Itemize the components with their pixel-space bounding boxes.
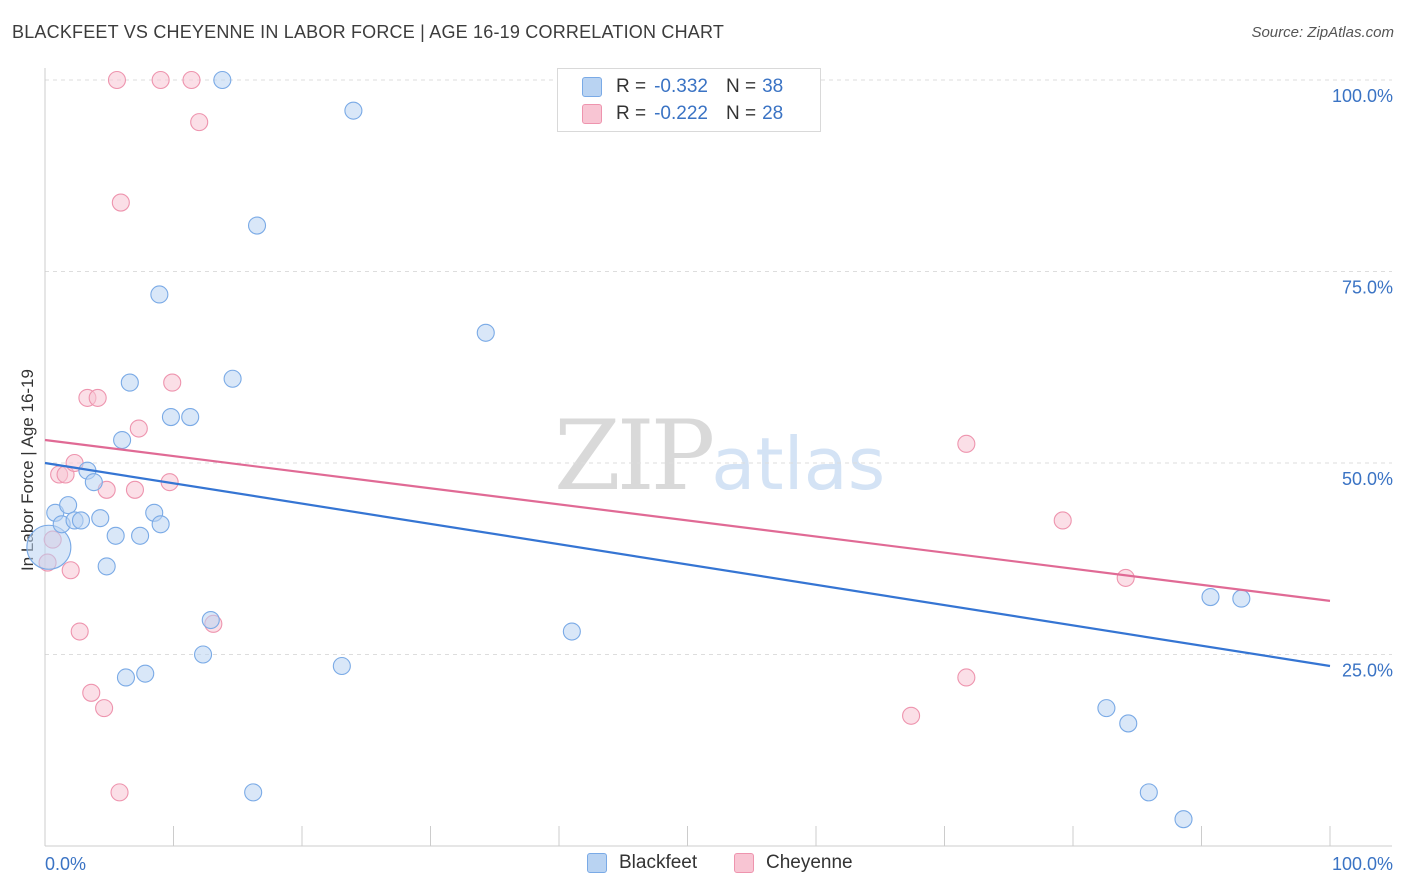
blackfeet-swatch xyxy=(582,77,602,97)
blackfeet-point xyxy=(136,664,155,683)
blackfeet-point xyxy=(91,509,110,528)
cheyenne-point xyxy=(902,706,921,725)
cheyenne-point xyxy=(151,70,170,90)
blackfeet-point xyxy=(1119,714,1138,733)
y-tick-label: 25.0% xyxy=(1342,661,1393,681)
y-tick-label: 100.0% xyxy=(1332,86,1393,106)
n-value: 38 xyxy=(762,76,784,97)
cheyenne-trend-line xyxy=(44,438,1331,602)
cheyenne-point xyxy=(110,783,129,802)
cheyenne-point xyxy=(957,434,976,453)
cheyenne-point xyxy=(1116,568,1135,587)
blackfeet-point xyxy=(1232,589,1251,608)
r-label: R = xyxy=(616,76,647,97)
blackfeet-point xyxy=(116,668,136,687)
cheyenne-point xyxy=(82,683,101,702)
r-value: -0.332 xyxy=(654,76,708,97)
cheyenne-swatch xyxy=(734,853,754,873)
blackfeet-point xyxy=(161,407,180,427)
chart-title: BLACKFEET VS CHEYENNE IN LABOR FORCE | A… xyxy=(12,22,725,42)
n-value: 28 xyxy=(762,103,784,124)
n-label: N = xyxy=(725,103,757,124)
blackfeet-point xyxy=(131,526,150,545)
cheyenne-point xyxy=(129,419,148,438)
legend-item-blackfeet[interactable]: Blackfeet xyxy=(587,852,697,874)
blackfeet-point xyxy=(26,524,72,570)
blackfeet-point xyxy=(332,656,351,676)
blackfeet-point xyxy=(106,526,125,545)
blackfeet-point xyxy=(344,101,363,120)
blackfeet-point xyxy=(213,70,232,90)
blackfeet-point xyxy=(84,473,103,492)
blackfeet-point xyxy=(59,496,78,515)
legend-item-cheyenne[interactable]: Cheyenne xyxy=(734,852,853,874)
cheyenne-point xyxy=(1053,511,1072,530)
blackfeet-point xyxy=(194,645,213,664)
n-label: N = xyxy=(725,76,757,97)
legend-label-blackfeet: Blackfeet xyxy=(619,852,698,873)
blackfeet-swatch xyxy=(587,853,607,873)
blackfeet-point xyxy=(476,323,495,342)
correlation-legend: R = -0.332 N = 38 R = -0.222 N = 28 xyxy=(557,68,821,132)
cheyenne-point xyxy=(107,70,127,90)
cheyenne-point xyxy=(125,480,144,499)
cheyenne-point xyxy=(95,699,114,718)
cheyenne-point xyxy=(88,388,107,407)
source-credit: Source: ZipAtlas.com xyxy=(1251,24,1394,41)
legend-row-blackfeet: R = -0.332 N = 38 xyxy=(582,75,783,99)
cheyenne-point xyxy=(111,193,130,212)
blackfeet-point xyxy=(71,511,91,530)
blackfeet-point xyxy=(1174,810,1193,829)
blackfeet-point xyxy=(244,783,263,802)
cheyenne-point xyxy=(70,622,89,641)
cheyenne-point xyxy=(182,70,201,90)
cheyenne-point xyxy=(190,113,209,132)
legend-row-cheyenne: R = -0.222 N = 28 xyxy=(582,102,783,126)
blackfeet-point xyxy=(247,216,267,235)
blackfeet-point xyxy=(201,610,220,630)
cheyenne-point xyxy=(61,561,80,580)
blackfeet-point xyxy=(120,373,139,392)
blackfeet-point xyxy=(151,515,170,534)
x-tick-label-left: 0.0% xyxy=(45,854,86,874)
blackfeet-trend-line xyxy=(44,461,1331,668)
legend-label-cheyenne: Cheyenne xyxy=(766,852,853,873)
blackfeet-point xyxy=(150,285,169,304)
cheyenne-swatch xyxy=(582,104,602,124)
blackfeet-point xyxy=(1139,783,1158,802)
cheyenne-point xyxy=(163,373,182,392)
blackfeet-point xyxy=(223,369,242,388)
blackfeet-point xyxy=(1201,587,1220,607)
y-tick-label: 50.0% xyxy=(1342,469,1393,489)
blackfeet-point xyxy=(97,557,116,576)
cheyenne-point xyxy=(957,668,976,687)
r-value: -0.222 xyxy=(654,103,708,124)
x-tick-label-right: 100.0% xyxy=(1332,854,1393,874)
y-tick-label: 75.0% xyxy=(1342,278,1393,298)
blackfeet-point xyxy=(562,622,581,641)
r-label: R = xyxy=(616,103,647,124)
series-legend: Blackfeet Cheyenne xyxy=(0,852,1406,876)
blackfeet-point xyxy=(113,430,132,450)
blackfeet-point xyxy=(1097,699,1116,718)
blackfeet-point xyxy=(181,407,200,427)
